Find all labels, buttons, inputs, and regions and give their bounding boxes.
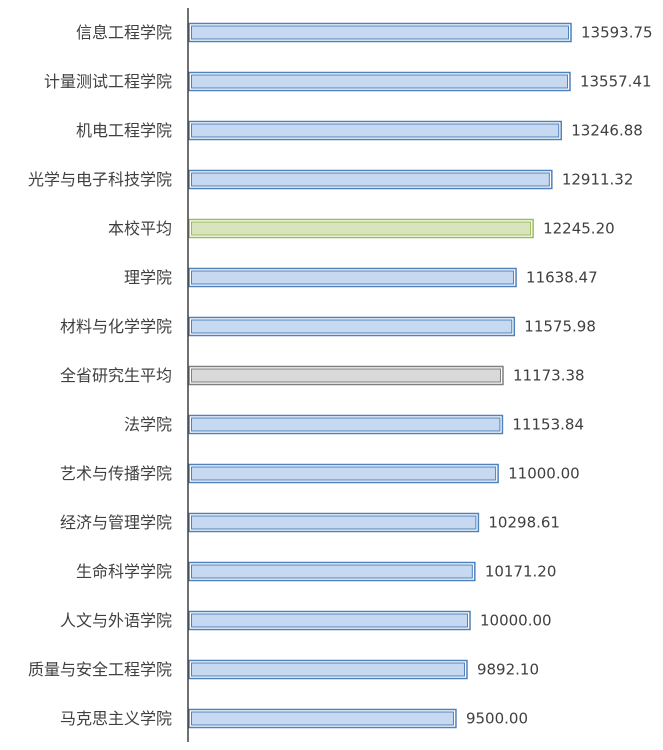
category-label: 计量测试工程学院: [44, 72, 172, 91]
data-label: 9892.10: [477, 661, 539, 679]
bar: [191, 123, 560, 138]
category-label: 材料与化学学院: [60, 317, 172, 336]
category-label: 本校平均: [108, 219, 172, 238]
bar: [191, 515, 477, 530]
bar: [191, 270, 515, 285]
bar: [191, 564, 473, 579]
bar: [191, 417, 501, 432]
category-label: 全省研究生平均: [60, 366, 172, 385]
bar: [191, 221, 532, 236]
bar: [191, 466, 497, 481]
category-label: 理学院: [124, 268, 172, 287]
bar: [191, 711, 454, 726]
data-label: 10298.61: [488, 514, 560, 532]
bar: [191, 662, 465, 677]
data-label: 11000.00: [508, 465, 580, 483]
category-label: 生命科学学院: [76, 562, 172, 581]
bar: [191, 368, 501, 383]
data-label: 13557.41: [580, 73, 652, 91]
category-label: 光学与电子科技学院: [28, 170, 172, 189]
category-label: 信息工程学院: [76, 23, 172, 42]
category-label: 人文与外语学院: [60, 611, 172, 630]
bar: [191, 319, 513, 334]
category-label: 艺术与传播学院: [60, 464, 172, 483]
bars-layer: [188, 22, 572, 729]
bar: [191, 25, 569, 40]
category-label: 质量与安全工程学院: [28, 660, 172, 679]
data-label: 11575.98: [524, 318, 596, 336]
data-label: 10171.20: [485, 563, 557, 581]
data-label: 11153.84: [512, 416, 584, 434]
category-label: 机电工程学院: [76, 121, 172, 140]
category-label: 马克思主义学院: [60, 709, 172, 728]
bar: [191, 74, 568, 89]
data-label: 13593.75: [581, 24, 653, 42]
data-label: 12911.32: [562, 171, 634, 189]
data-label: 9500.00: [466, 710, 528, 728]
bar: [191, 172, 550, 187]
data-label: 10000.00: [480, 612, 552, 630]
data-label: 12245.20: [543, 220, 615, 238]
data-label: 11638.47: [526, 269, 598, 287]
labels-layer: 信息工程学院 13593.75 计量测试工程学院 13557.41 机电工程学院 1324…: [28, 23, 653, 728]
category-label: 法学院: [124, 415, 172, 434]
bar: [191, 613, 469, 628]
data-label: 11173.38: [513, 367, 585, 385]
category-label: 经济与管理学院: [60, 513, 172, 532]
data-label: 13246.88: [571, 122, 643, 140]
